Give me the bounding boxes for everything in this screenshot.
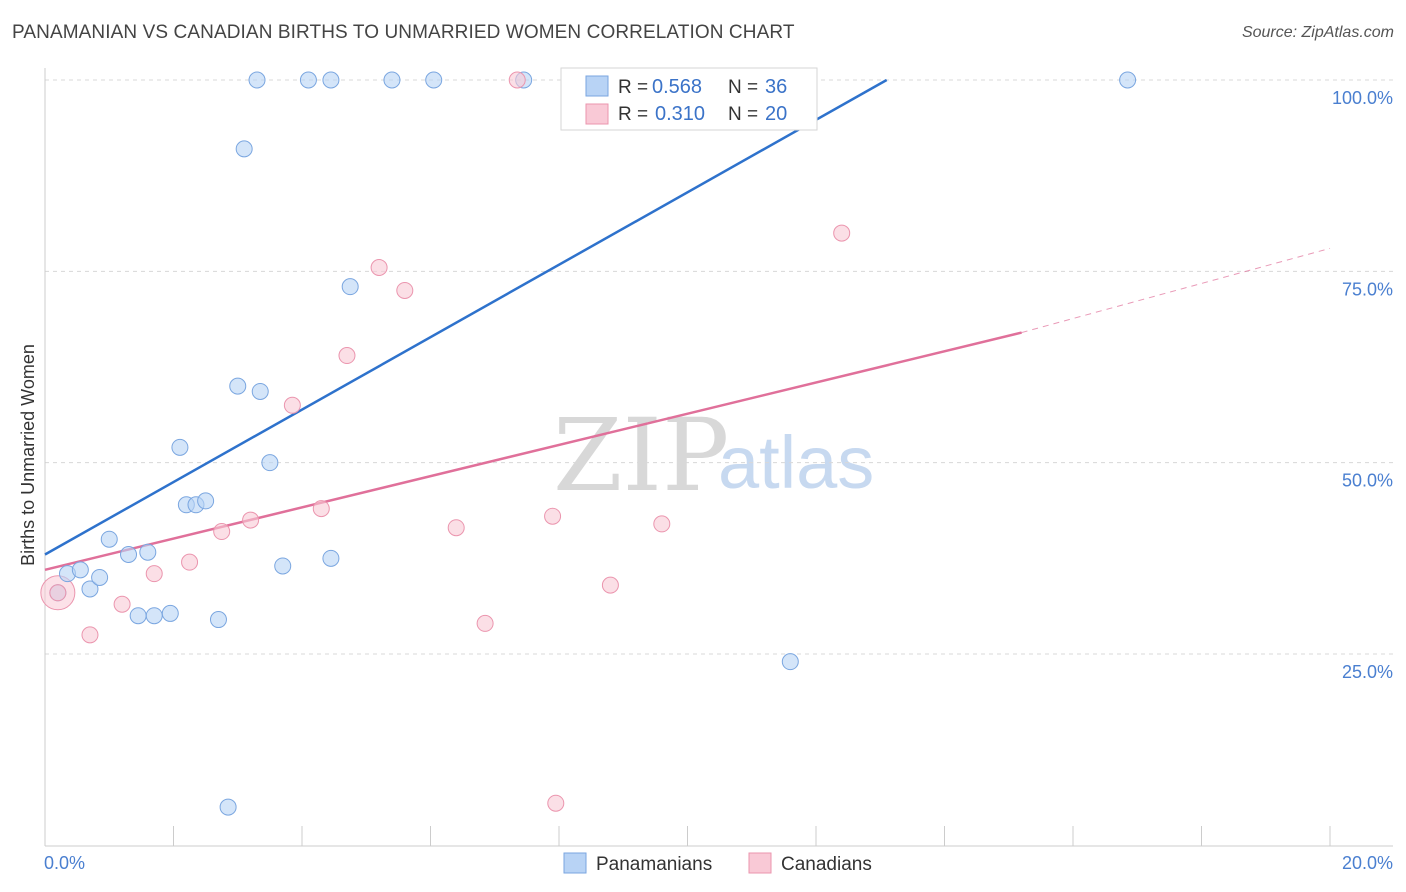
- data-point-canadians: [396, 281, 414, 299]
- axes: [44, 68, 1393, 847]
- data-point-panamanians: [235, 140, 253, 158]
- data-point-panamanians: [299, 71, 317, 89]
- data-point-canadians: [312, 500, 330, 518]
- trendline-canadians: [44, 331, 1022, 572]
- legend-r-value-blue: 0.568: [652, 76, 702, 98]
- data-point-panamanians: [197, 492, 215, 510]
- y-tick-labels: 25.0% 50.0% 75.0% 100.0%: [1332, 88, 1393, 682]
- data-points: [40, 71, 1137, 816]
- data-point-panamanians: [120, 546, 138, 564]
- data-point-panamanians: [229, 377, 247, 395]
- legend-r-value-pink: 0.310: [655, 103, 705, 125]
- data-point-canadians: [653, 515, 671, 533]
- legend-swatch-canadians: [748, 852, 772, 874]
- data-point-canadians: [81, 626, 99, 644]
- data-point-panamanians: [341, 278, 359, 296]
- data-point-panamanians: [209, 611, 227, 629]
- y-tick-label-25: 25.0%: [1342, 662, 1393, 682]
- data-point-panamanians: [219, 798, 237, 816]
- data-point-canadians: [370, 259, 388, 277]
- y-tick-label-100: 100.0%: [1332, 88, 1393, 108]
- trendline-panamanians: [44, 78, 888, 556]
- data-point-canadians: [145, 565, 163, 583]
- legend-label-canadians: Canadians: [781, 854, 872, 875]
- trendline-extension-canadians: [1021, 247, 1331, 334]
- data-point-panamanians: [251, 382, 269, 400]
- data-point-panamanians: [71, 561, 89, 579]
- data-point-canadians: [181, 553, 199, 571]
- legend-r-label-pink: R =: [618, 104, 648, 125]
- y-axis-title: Births to Unmarried Women: [18, 344, 38, 566]
- data-point-panamanians: [139, 543, 157, 561]
- data-point-panamanians: [1119, 71, 1137, 89]
- legend-r-label-blue: R =: [618, 77, 648, 98]
- data-point-canadians: [476, 614, 494, 632]
- data-point-panamanians: [322, 549, 340, 567]
- data-point-canadians: [338, 347, 356, 365]
- data-point-panamanians: [129, 607, 147, 625]
- grid-lines: [45, 79, 1393, 655]
- data-point-canadians: [283, 396, 301, 414]
- data-point-panamanians: [322, 71, 340, 89]
- chart-title: PANAMANIAN VS CANADIAN BIRTHS TO UNMARRI…: [12, 22, 795, 43]
- data-point-panamanians: [261, 454, 279, 472]
- data-point-panamanians: [248, 71, 266, 89]
- data-point-canadians: [49, 584, 67, 602]
- legend-n-label-blue: N =: [728, 77, 758, 98]
- legend-n-value-pink: 20: [765, 103, 787, 125]
- chart-source: Source: ZipAtlas.com: [1241, 24, 1394, 41]
- legend-n-label-pink: N =: [728, 104, 758, 125]
- x-tick-label-max: 20.0%: [1342, 853, 1393, 873]
- data-point-canadians: [547, 794, 565, 812]
- data-point-canadians: [447, 519, 465, 537]
- data-point-canadians: [833, 224, 851, 242]
- data-point-canadians: [508, 71, 526, 89]
- data-point-canadians: [242, 511, 260, 529]
- legend-label-panamanians: Panamanians: [596, 854, 712, 875]
- y-tick-label-75: 75.0%: [1342, 279, 1393, 299]
- stats-legend-swatch-blue: [585, 75, 609, 97]
- data-point-panamanians: [100, 530, 118, 548]
- trendlines: [44, 78, 1331, 572]
- series-legend: Panamanians Canadians: [563, 852, 872, 875]
- legend-swatch-panamanians: [563, 852, 587, 874]
- legend-n-value-blue: 36: [765, 76, 787, 98]
- data-point-canadians: [213, 523, 231, 541]
- watermark-zip: ZIP: [553, 397, 729, 514]
- data-point-panamanians: [145, 607, 163, 625]
- stats-legend: R = 0.568 N = 36 R = 0.310 N = 20: [560, 67, 818, 131]
- data-point-panamanians: [91, 568, 109, 586]
- data-point-panamanians: [383, 71, 401, 89]
- data-point-canadians: [113, 595, 131, 613]
- data-point-panamanians: [81, 580, 99, 598]
- x-tick-label-min: 0.0%: [44, 853, 85, 873]
- stats-legend-swatch-pink: [585, 103, 609, 125]
- data-point-panamanians: [781, 653, 799, 671]
- data-point-panamanians: [274, 557, 292, 575]
- data-point-panamanians: [161, 604, 179, 622]
- data-point-panamanians: [425, 71, 443, 89]
- watermark: ZIP atlas: [553, 397, 874, 514]
- data-point-canadians: [601, 576, 619, 594]
- data-point-canadians: [544, 507, 562, 525]
- data-point-panamanians: [171, 438, 189, 456]
- y-tick-label-50: 50.0%: [1342, 471, 1393, 491]
